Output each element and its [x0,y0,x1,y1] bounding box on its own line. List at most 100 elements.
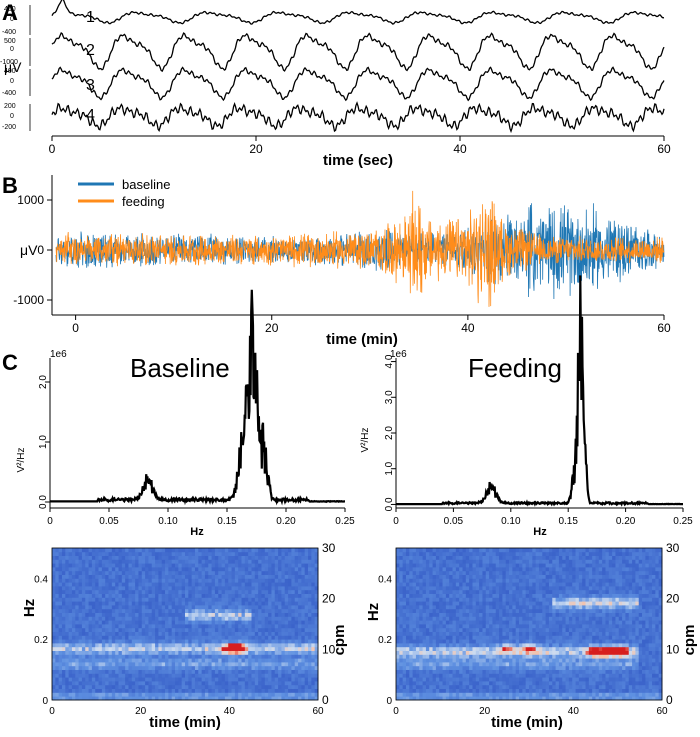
spec-cell [52,650,56,655]
spec-cell [402,658,407,663]
spec-cell [101,665,106,670]
spec-cell [228,627,232,632]
spec-cell [178,681,183,686]
spec-cell [125,555,129,560]
spec-cell [151,612,156,617]
spec-cell [151,696,156,701]
spec-cell [499,608,503,613]
spec-cell [479,589,483,594]
spec-cell [121,631,126,636]
spec-cell [121,696,126,701]
spec-cell [288,597,292,602]
spec-cell [288,624,292,629]
spec-cell [472,574,477,579]
spec-cell [301,654,306,659]
spec-cell [208,559,213,564]
spec-cell [158,662,163,667]
spec-cell [254,696,259,701]
spec-cell [449,548,453,553]
spec-cell [515,578,520,583]
spec-cell [198,593,203,598]
spec-cell [465,658,470,663]
spec-cell [301,555,306,560]
spec-cell [118,578,123,583]
spec-cell [284,665,289,670]
spec-cell [198,548,203,553]
spec-cell [91,631,96,636]
spec-cell [81,631,86,636]
spec-cell [71,586,76,591]
spec-cell [482,673,487,678]
spec-cell [512,696,517,701]
spec-cell [492,586,497,591]
spec-cell [75,548,80,553]
spec-cell [445,669,450,674]
spec-cell [258,624,262,629]
spec-cell [399,654,404,659]
spec-cell [125,643,129,648]
spec-cell [52,551,56,556]
spec-cell [148,684,153,689]
spec-cell [118,570,123,575]
spec-cell [88,586,93,591]
spec-cell [148,551,153,556]
spec-cell [278,646,282,651]
spec-cell [519,646,523,651]
spec-cell [52,586,56,591]
spec-cell [452,605,457,610]
spec-cell [465,601,470,606]
spec-cell [61,646,66,651]
spec-cell [231,589,236,594]
spec-cell [251,650,256,655]
spec-cell [175,646,179,651]
spec-cell [238,639,242,644]
spec-cell [475,586,480,591]
spec-cell [81,582,86,587]
spec-cell [311,574,316,579]
spec-cell [204,677,209,682]
spec-cell [71,669,76,674]
spec-cell [425,662,430,667]
spec-cell [208,601,213,606]
spec-cell [452,688,457,693]
spec-cell [472,612,477,617]
psd-feeding-title: Feeding [468,353,562,383]
spec-cell [131,673,136,678]
spec-cell [495,684,500,689]
spec-cell [298,555,302,560]
spec-cell [502,665,507,670]
spec-cell [525,620,530,625]
spec-cell [108,582,113,587]
spec-cell [522,555,527,560]
spec-cell [505,608,510,613]
spec-cell [61,608,66,613]
spec-cell [485,639,490,644]
spec-cell [264,646,269,651]
spec-cell [238,616,242,621]
spec-cell [58,551,63,556]
spec-cell [234,555,239,560]
spec-cell [469,555,473,560]
spec-cell [396,624,400,629]
spec-cell [271,582,276,587]
spec-cell [201,658,206,663]
spec-cell [78,688,83,693]
spec-cell [241,624,246,629]
spec-cell [495,559,500,564]
spec-cell [171,684,176,689]
spec-cell [422,688,427,693]
spec-cell [472,643,477,648]
spec-cell [248,559,252,564]
spec-cell [254,624,259,629]
spec-cell [78,608,83,613]
spec-cell [469,570,473,575]
spec-cell [98,582,103,587]
spec-cell [425,548,430,553]
spec-cell [462,582,467,587]
spec-cell [505,593,510,598]
spec-cell [95,650,99,655]
spec-cell [178,646,183,651]
spec-cell [118,616,123,621]
spec-cell [238,612,242,617]
spec-cell [95,563,99,568]
